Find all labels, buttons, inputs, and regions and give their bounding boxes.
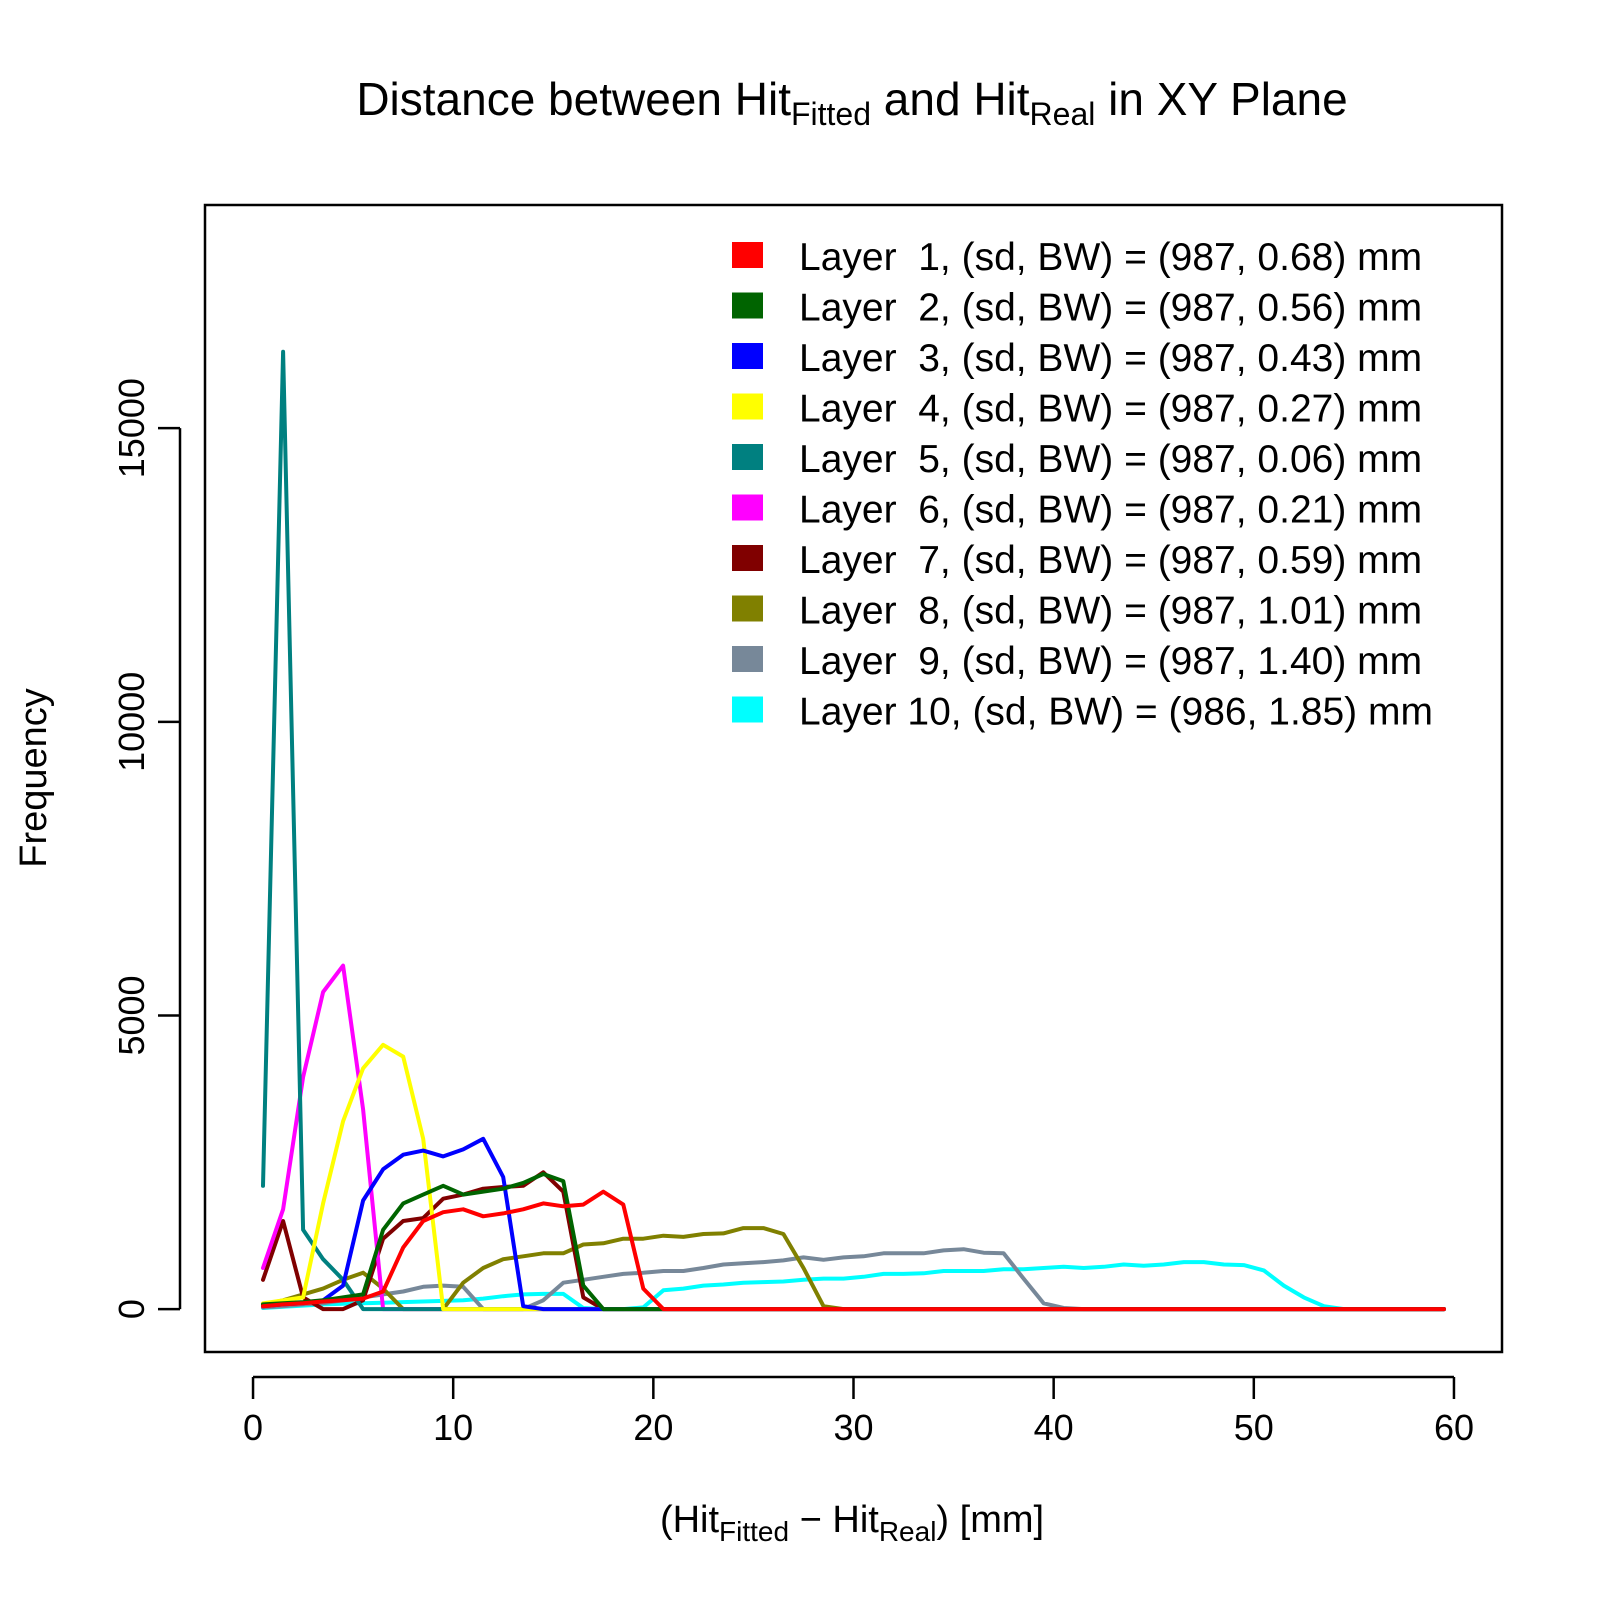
series-line-layer-4 (261, 1042, 1446, 1312)
legend: Layer 1, (sd, BW) = (987, 0.68) mm Layer … (732, 236, 1433, 734)
legend-entry-layer-8: Layer 8, (sd, BW) = (987, 1.01) mm (799, 590, 1422, 633)
x-tick-label: 40 (1034, 1407, 1074, 1448)
x-tick-label: 30 (833, 1407, 873, 1448)
xlabel-subscript-real: Real (879, 1516, 937, 1547)
legend-swatch-layer-3 (732, 343, 763, 369)
legend-swatch-layer-7 (732, 545, 763, 571)
plot-frame (203, 203, 1504, 1354)
legend-entry-layer-5: Layer 5, (sd, BW) = (987, 0.06) mm (799, 438, 1422, 481)
x-tick-label: 0 (243, 1407, 263, 1448)
y-axis-label: Frequency (13, 688, 55, 868)
legend-entry-layer-7: Layer 7, (sd, BW) = (987, 0.59) mm (799, 539, 1422, 582)
series-line-layer-10 (261, 1260, 1446, 1312)
x-tick-label: 50 (1234, 1407, 1274, 1448)
legend-entry-layer-6: Layer 6, (sd, BW) = (987, 0.21) mm (799, 489, 1422, 532)
legend-swatch-layer-6 (732, 494, 763, 521)
x-tick-label: 60 (1434, 1407, 1474, 1448)
legend-entry-layer-10: Layer 10, (sd, BW) = (986, 1.85) mm (799, 691, 1433, 734)
legend-swatch-layer-9 (732, 646, 763, 672)
y-tick-label: 15000 (111, 378, 152, 478)
title-subscript-fitted: Fitted (791, 96, 871, 132)
series-line-layer-1 (261, 1189, 1446, 1312)
series-layer (261, 349, 1446, 1312)
series-line-layer-5 (261, 349, 1446, 1312)
xlabel-subscript-fitted: Fitted (719, 1516, 789, 1547)
x-tick-label: 20 (633, 1407, 673, 1448)
legend-swatch-layer-2 (732, 292, 763, 319)
series-line-layer-8 (261, 1226, 1446, 1312)
series-line-layer-9 (261, 1247, 1446, 1312)
legend-entry-layer-4: Layer 4, (sd, BW) = (987, 0.27) mm (799, 388, 1422, 431)
legend-entry-layer-3: Layer 3, (sd, BW) = (987, 0.43) mm (799, 337, 1422, 380)
x-tick-label: 10 (433, 1407, 473, 1448)
legend-swatch-layer-1 (732, 242, 763, 268)
y-tick-label: 10000 (111, 672, 152, 772)
x-axis-label: (HitFitted − HitReal) [mm] (660, 1499, 1044, 1547)
legend-swatch-layer-10 (732, 696, 763, 723)
legend-swatch-layer-5 (732, 444, 763, 470)
y-tick-label: 5000 (111, 975, 152, 1055)
x-axis: 0 10 20 30 40 50 60 (243, 1375, 1474, 1448)
legend-swatch-layer-8 (732, 595, 763, 622)
title-subscript-real: Real (1030, 96, 1096, 132)
y-tick-label: 0 (111, 1299, 152, 1319)
legend-swatch-layer-4 (732, 393, 763, 420)
chart-title: Distance between HitFitted and HitReal i… (356, 73, 1347, 132)
legend-entry-layer-1: Layer 1, (sd, BW) = (987, 0.68) mm (799, 236, 1422, 279)
y-axis: 0 5000 10000 15000 (111, 378, 182, 1319)
legend-entry-layer-9: Layer 9, (sd, BW) = (987, 1.40) mm (799, 640, 1422, 683)
legend-entry-layer-2: Layer 2, (sd, BW) = (987, 0.56) mm (799, 287, 1422, 330)
